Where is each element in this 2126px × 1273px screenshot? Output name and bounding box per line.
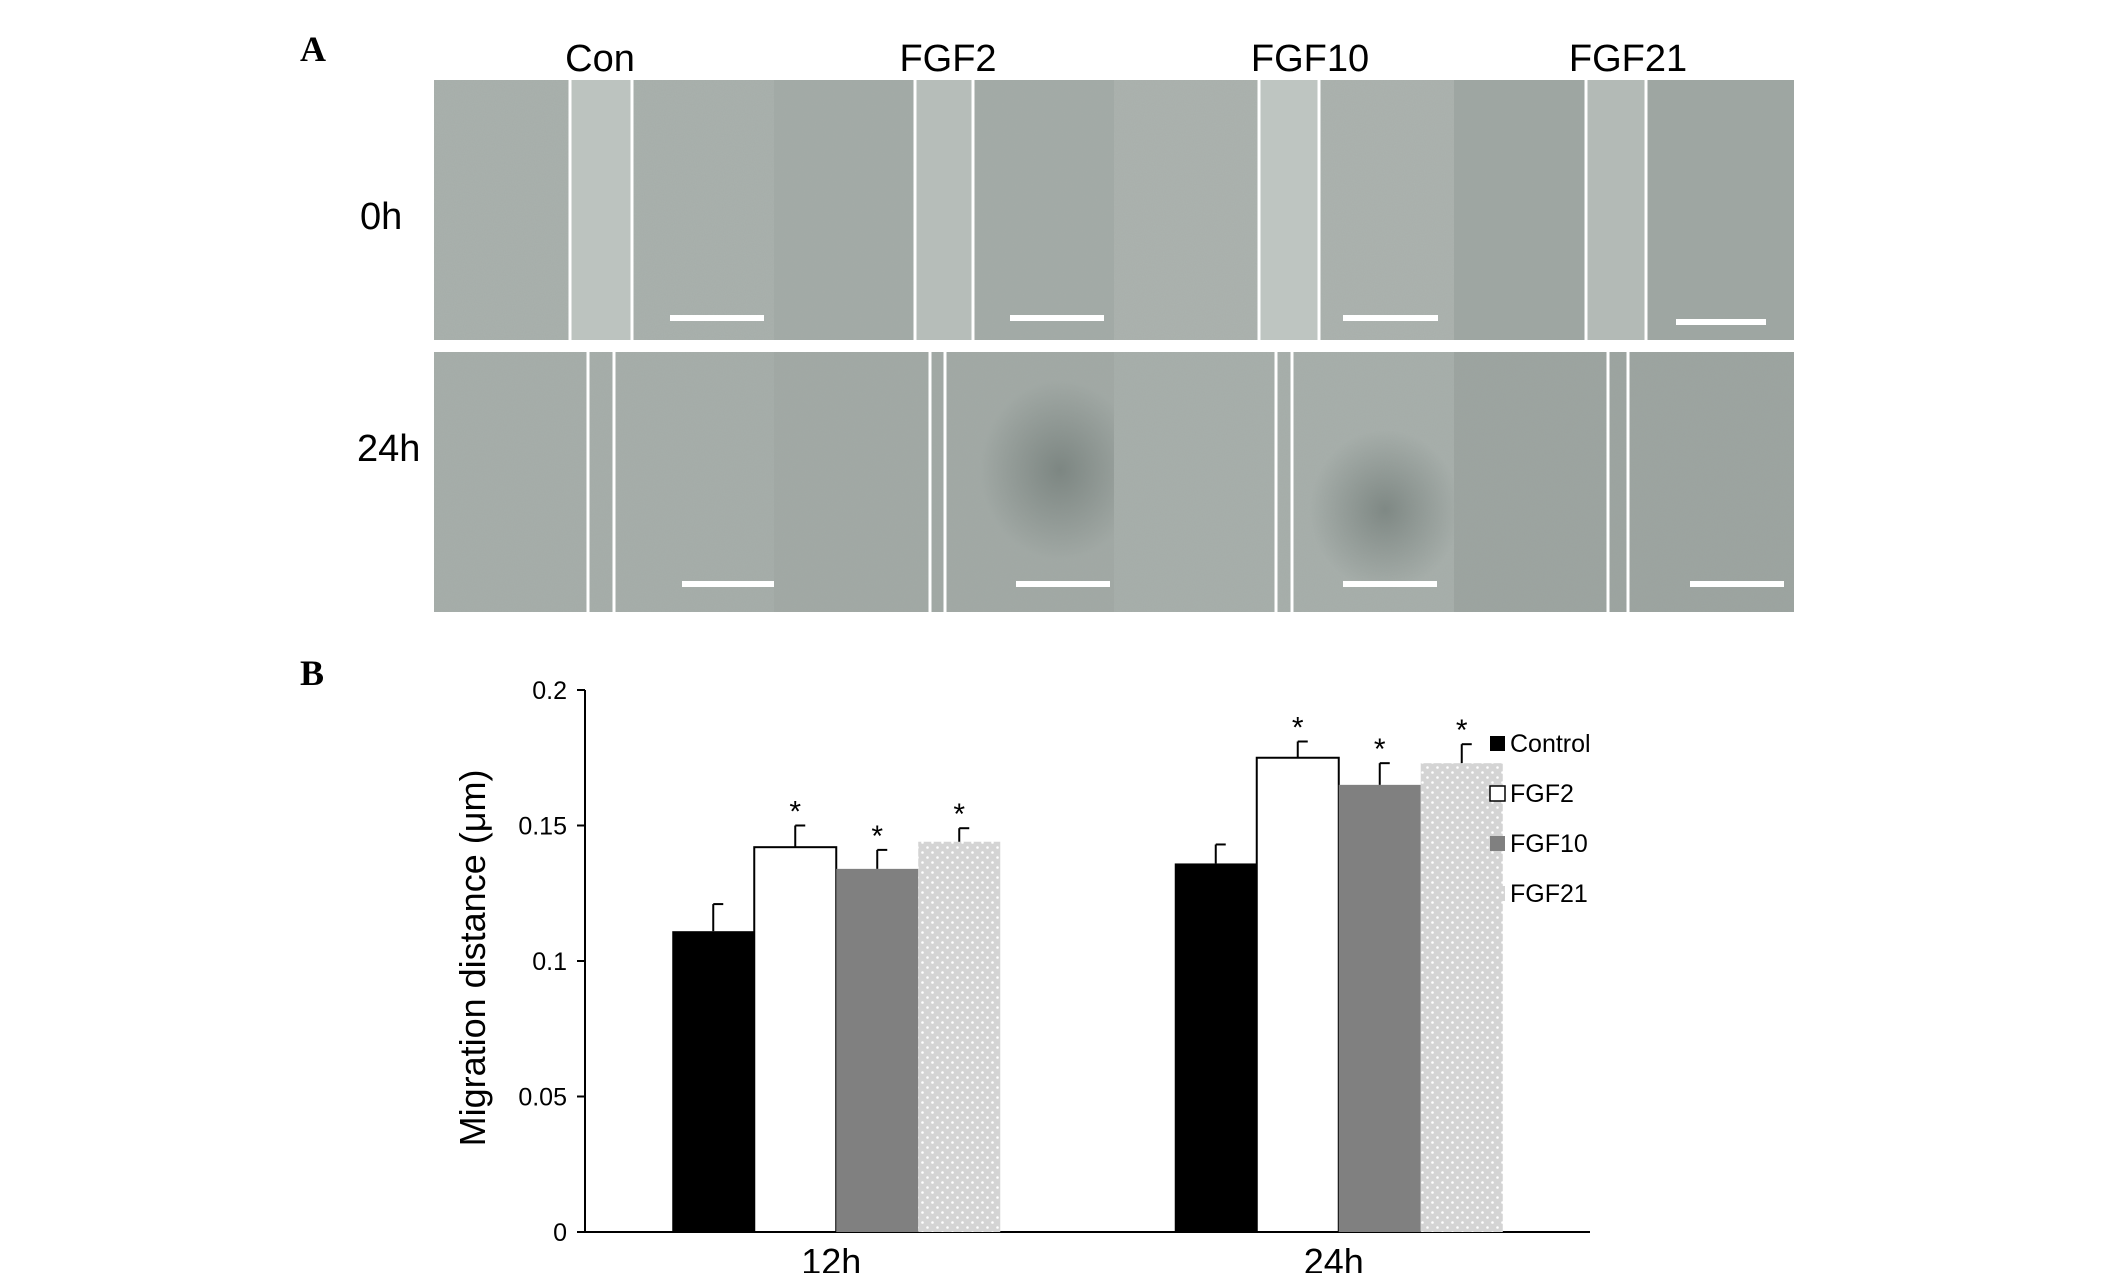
significance-star: * bbox=[1456, 714, 1468, 747]
bar-fgf2-24h bbox=[1255, 756, 1340, 1233]
bar-fgf21-24h bbox=[1420, 763, 1503, 1232]
bar-fgf10-24h bbox=[1338, 784, 1421, 1232]
significance-star: * bbox=[871, 820, 883, 853]
micro-row-0h bbox=[434, 80, 1794, 340]
legend-label-control: Control bbox=[1510, 730, 1591, 758]
column-label-fgf21: FGF21 bbox=[1568, 38, 1688, 80]
bar-fgf10-12h bbox=[836, 868, 919, 1232]
micro-row-24h bbox=[434, 352, 1794, 612]
legend-swatch-control bbox=[1490, 736, 1505, 751]
legend-label-fgf21: FGF21 bbox=[1510, 880, 1588, 908]
panel-a-letter: A bbox=[300, 29, 326, 69]
legend-label-fgf10: FGF10 bbox=[1510, 830, 1588, 858]
panel-b-letter: B bbox=[300, 653, 325, 693]
significance-star: * bbox=[1374, 733, 1386, 766]
significance-star: * bbox=[1292, 711, 1304, 744]
significance-star: * bbox=[953, 798, 965, 831]
bar-control-12h bbox=[672, 931, 755, 1232]
bar-fgf2-12h bbox=[753, 846, 838, 1233]
x-category-label: 24h bbox=[1304, 1241, 1364, 1273]
x-category-label: 12h bbox=[801, 1241, 861, 1273]
y-axis-label: Migration distance (μm) bbox=[452, 770, 493, 1147]
legend-swatch-fgf2 bbox=[1489, 785, 1506, 802]
row-label-24h: 24h bbox=[357, 428, 421, 470]
row-label-0h: 0h bbox=[360, 196, 403, 238]
legend-swatch-fgf10 bbox=[1490, 836, 1505, 851]
column-label-con: Con bbox=[565, 38, 635, 80]
legend-swatch-fgf21 bbox=[1490, 886, 1505, 901]
bar-control-24h bbox=[1174, 863, 1257, 1232]
y-tick-label: 0.15 bbox=[518, 813, 567, 841]
bar-fgf21-12h bbox=[918, 841, 1001, 1232]
y-tick-label: 0 bbox=[553, 1219, 567, 1247]
column-label-fgf2: FGF2 bbox=[899, 38, 997, 80]
y-tick-label: 0.1 bbox=[532, 948, 567, 976]
y-tick-label: 0.05 bbox=[518, 1084, 567, 1112]
column-label-fgf10: FGF10 bbox=[1250, 38, 1370, 80]
significance-star: * bbox=[789, 796, 801, 829]
legend-label-fgf2: FGF2 bbox=[1510, 780, 1574, 808]
y-tick-label: 0.2 bbox=[532, 677, 567, 705]
